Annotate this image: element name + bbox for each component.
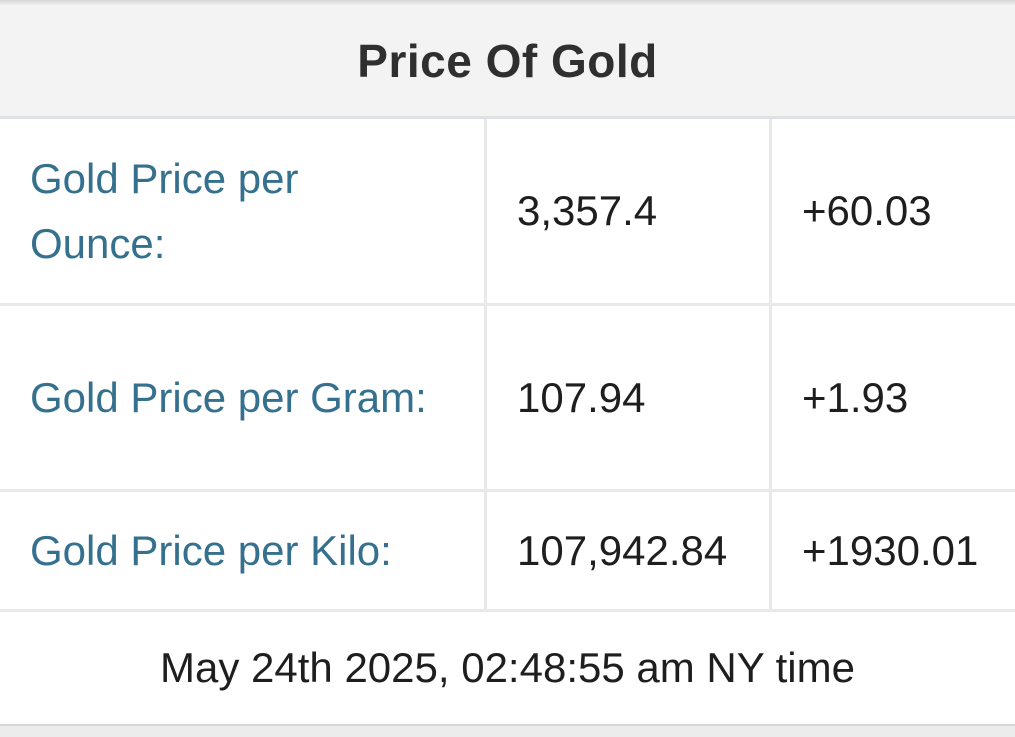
gold-price-gram-change: +1.93 <box>769 306 1015 489</box>
widget-header: Price Of Gold <box>0 5 1015 119</box>
gold-price-row-kilo: Gold Price per Kilo: 107,942.84 +1930.01 <box>0 492 1015 612</box>
gold-price-ounce-change: +60.03 <box>769 119 1015 303</box>
widget-footer: May 24th 2025, 02:48:55 am NY time <box>0 612 1015 724</box>
gold-price-row-gram: Gold Price per Gram: 107.94 +1.93 <box>0 306 1015 492</box>
bottom-divider <box>0 724 1015 737</box>
gold-price-per-ounce-link[interactable]: Gold Price per Ounce: <box>30 154 299 267</box>
gold-price-kilo-value: 107,942.84 <box>484 492 769 609</box>
gold-price-gram-value: 107.94 <box>484 306 769 489</box>
gold-price-per-kilo-link[interactable]: Gold Price per Kilo: <box>30 526 392 574</box>
timestamp: May 24th 2025, 02:48:55 am NY time <box>160 644 855 691</box>
gold-price-per-gram-link[interactable]: Gold Price per Gram: <box>30 373 427 421</box>
gold-price-ounce-value: 3,357.4 <box>484 119 769 303</box>
gold-price-kilo-change: +1930.01 <box>769 492 1015 609</box>
gold-price-row-ounce: Gold Price per Ounce: 3,357.4 +60.03 <box>0 119 1015 306</box>
top-divider <box>0 0 1015 5</box>
widget-title: Price Of Gold <box>357 34 658 87</box>
